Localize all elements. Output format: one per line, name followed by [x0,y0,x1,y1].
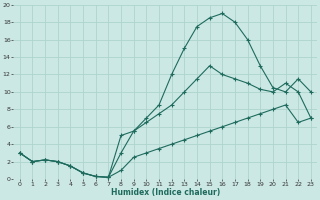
X-axis label: Humidex (Indice chaleur): Humidex (Indice chaleur) [111,188,220,197]
